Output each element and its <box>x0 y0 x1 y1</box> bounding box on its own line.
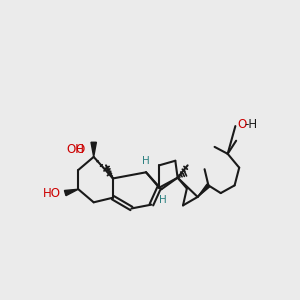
Polygon shape <box>64 189 78 196</box>
Text: HO: HO <box>44 187 62 200</box>
Polygon shape <box>91 142 96 157</box>
Text: -H: -H <box>244 118 258 131</box>
Text: H: H <box>159 195 167 205</box>
Text: O: O <box>237 118 246 131</box>
Polygon shape <box>198 184 210 197</box>
Text: O: O <box>75 143 85 157</box>
Text: OH: OH <box>67 143 85 157</box>
Text: H: H <box>142 156 150 166</box>
